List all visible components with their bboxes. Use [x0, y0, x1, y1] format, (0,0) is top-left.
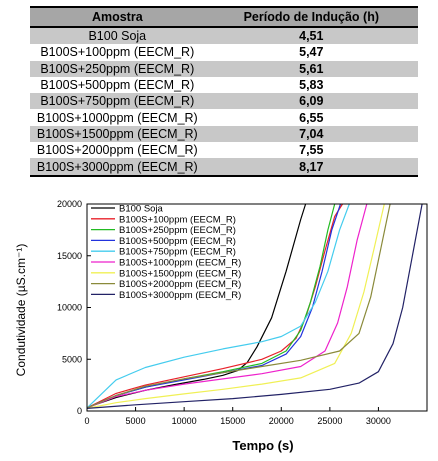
sample-cell: B100S+3000ppm (EECM_R): [30, 158, 205, 177]
x-axis-label: Tempo (s): [232, 438, 293, 453]
table-row: B100S+1500ppm (EECM_R) 7,04: [30, 125, 418, 143]
x-tick-label: 15000: [220, 416, 245, 426]
x-tick-label: 10000: [172, 416, 197, 426]
table-header-row: Amostra Período de Indução (h): [30, 6, 418, 28]
y-tick-label: 20000: [57, 199, 82, 209]
value-cell: 6,09: [204, 93, 418, 110]
induction-period-table-container: Amostra Período de Indução (h) B100 Soja…: [30, 6, 418, 177]
series-line-7: [86, 203, 391, 409]
legend-label: B100S+1000ppm (EECM_R): [119, 258, 241, 269]
table-row: B100S+100ppm (EECM_R) 5,47: [30, 44, 418, 60]
table-row: B100S+1000ppm (EECM_R) 6,55: [30, 109, 418, 125]
x-tick-label: 0: [84, 416, 89, 426]
legend-label: B100S+3000ppm (EECM_R): [119, 290, 241, 301]
value-cell: 7,04: [204, 125, 418, 143]
legend-label: B100S+2000ppm (EECM_R): [119, 279, 241, 290]
legend-label: B100S+250ppm (EECM_R): [119, 225, 236, 236]
sample-cell: B100S+750ppm (EECM_R): [30, 93, 205, 110]
y-tick-label: 10000: [57, 303, 82, 313]
value-cell: 7,55: [299, 143, 324, 158]
series-line-1: [86, 203, 344, 409]
table-row: B100S+2000ppm (EECM_R) 7,55: [30, 142, 418, 158]
legend-label: B100S+750ppm (EECM_R): [119, 247, 236, 258]
value-cell: 5,61: [204, 60, 418, 77]
sample-cell: B100S+1500ppm (EECM_R): [30, 125, 205, 143]
value-cell: 5,83: [299, 78, 324, 93]
legend-label: B100S+100ppm (EECM_R): [119, 214, 236, 225]
sample-cell: B100S+100ppm (EECM_R): [40, 45, 195, 60]
sample-cell: B100S+250ppm (EECM_R): [30, 60, 205, 77]
y-tick-label: 0: [77, 406, 82, 416]
value-cell: 5,47: [299, 45, 324, 60]
series-line-6: [86, 203, 385, 409]
value-cell: 6,55: [299, 110, 324, 125]
sample-cell: B100S+2000ppm (EECM_R): [36, 143, 198, 158]
sample-cell: B100 Soja: [30, 27, 205, 45]
table-row: B100S+250ppm (EECM_R) 5,61: [30, 60, 418, 77]
legend-label: B100 Soja: [119, 204, 164, 215]
x-tick-label: 20000: [269, 416, 294, 426]
y-tick-label: 15000: [57, 251, 82, 261]
series-line-4: [86, 203, 350, 409]
y-tick-label: 5000: [62, 354, 82, 364]
table-row: B100S+3000ppm (EECM_R) 8,17: [30, 158, 418, 177]
axis-ticks: 0 5000 10000 15000 20000 25000 30000 0 5000 10000…: [57, 199, 391, 426]
value-cell: 4,51: [204, 27, 418, 45]
x-tick-label: 25000: [317, 416, 342, 426]
series-line-5: [86, 203, 368, 409]
sample-cell: B100S+500ppm (EECM_R): [40, 78, 195, 93]
value-cell: 8,17: [204, 158, 418, 177]
header-sample: Amostra: [30, 6, 205, 28]
series-line-3: [86, 203, 342, 409]
table-row: B100S+750ppm (EECM_R) 6,09: [30, 93, 418, 110]
series-lines: [86, 203, 423, 409]
table-row: B100 Soja 4,51: [30, 27, 418, 45]
legend-label: B100S+1500ppm (EECM_R): [119, 268, 241, 279]
header-induction-period: Período de Indução (h): [204, 6, 418, 28]
x-tick-label: 30000: [366, 416, 391, 426]
induction-period-table: Amostra Período de Indução (h) B100 Soja…: [30, 6, 418, 177]
y-axis-label: Condutividade (µS.cm⁻¹): [14, 244, 28, 377]
series-line-8: [86, 203, 423, 409]
legend-label: B100S+500ppm (EECM_R): [119, 236, 236, 247]
x-tick-label: 5000: [126, 416, 146, 426]
conductivity-line-chart: 0 5000 10000 15000 20000 25000 30000 0 5000 10000…: [14, 199, 428, 453]
table-row: B100S+500ppm (EECM_R) 5,83: [30, 77, 418, 93]
sample-cell: B100S+1000ppm (EECM_R): [36, 110, 198, 125]
